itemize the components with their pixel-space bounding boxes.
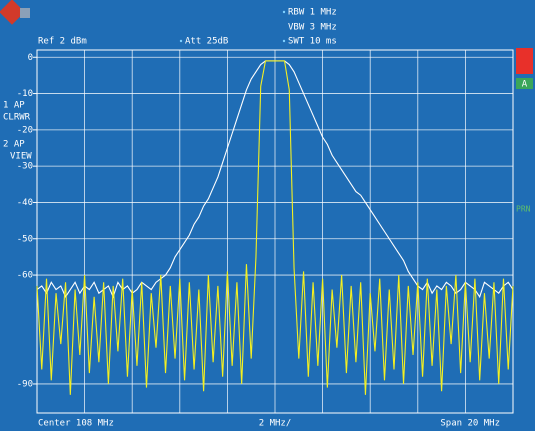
y-tick-label: -90 — [17, 379, 33, 389]
division: 2 MHz/ — [259, 419, 292, 429]
trace-label: 2 AP — [3, 140, 25, 150]
vbw: VBW 3 MHz — [288, 23, 337, 33]
y-tick-label: -40 — [17, 198, 33, 208]
ref-level: Ref 2 dBm — [38, 37, 87, 47]
prn-label: PRN — [516, 205, 531, 214]
status-box — [516, 48, 533, 74]
y-tick-label: -30 — [17, 162, 33, 172]
y-tick-label: -10 — [17, 89, 33, 99]
sweep-time: SWT 10 ms — [288, 37, 337, 47]
marker-box — [516, 78, 533, 89]
span: Span 20 MHz — [440, 419, 500, 429]
dot — [179, 39, 183, 43]
y-tick-label: 0 — [28, 53, 33, 63]
plot-frame — [36, 49, 514, 414]
trace-mode: CLRWR — [3, 113, 31, 123]
dot — [282, 39, 286, 43]
y-tick-label: -60 — [17, 271, 33, 281]
marker-label: A — [522, 80, 528, 90]
trace-label: 1 AP — [3, 101, 25, 111]
trace — [36, 60, 514, 395]
rbw: RBW 1 MHz — [288, 8, 337, 18]
y-tick-label: -20 — [17, 125, 33, 135]
center-frequency: Center 108 MHz — [38, 419, 114, 429]
dot — [282, 10, 286, 14]
trace-mode: VIEW — [10, 152, 32, 162]
attenuation: Att 25dB — [185, 37, 228, 47]
y-tick-label: -50 — [17, 234, 33, 244]
